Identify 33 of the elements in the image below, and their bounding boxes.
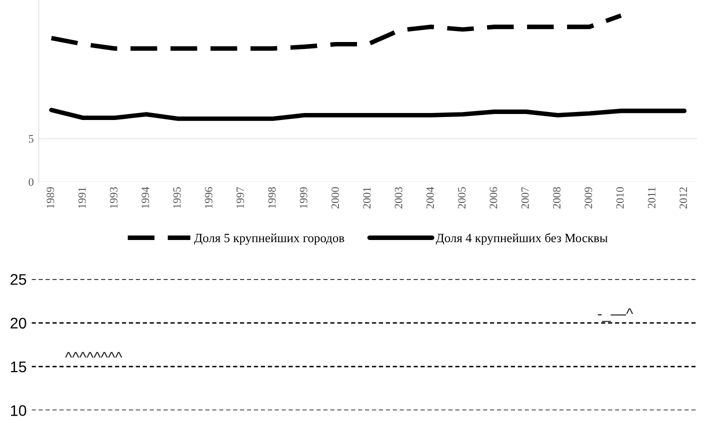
x-tick-label: 2011 xyxy=(648,187,656,208)
x-tick-label: 1998 xyxy=(268,187,276,208)
x-tick-label: 1991 xyxy=(78,187,86,208)
annotation: -_—^ xyxy=(598,308,634,322)
x-tick-label: 2001 xyxy=(363,187,371,208)
x-tick-label: 2010 xyxy=(616,187,624,208)
y-tick-label: 5 xyxy=(28,135,34,143)
x-tick-label: 1994 xyxy=(142,186,150,208)
x-tick-label: 2003 xyxy=(394,187,402,208)
x-tick-label: 1993 xyxy=(110,187,118,208)
y-tick-label: 0 xyxy=(28,178,34,186)
x-tick-label: 2007 xyxy=(521,187,529,208)
x-tick-label: 2004 xyxy=(426,186,434,208)
legend-label: Доля 5 крупнейших городов xyxy=(194,234,344,245)
x-tick-label: 1996 xyxy=(204,187,212,208)
x-tick-label: 2008 xyxy=(553,187,560,208)
legend-label: Доля 4 крупнейших без Москвы xyxy=(436,233,608,245)
line-series xyxy=(49,108,687,121)
x-tick-label: 2000 xyxy=(331,187,339,208)
x-tick-label: 2006 xyxy=(490,187,498,208)
annotation: ^^^^^^^^ xyxy=(65,352,122,358)
line-series xyxy=(49,13,624,51)
y-tick-label: 20 xyxy=(10,318,26,329)
x-tick-label: 2005 xyxy=(458,187,466,208)
y-tick-label: 25 xyxy=(10,274,26,285)
x-tick-label: 1999 xyxy=(300,187,308,208)
y-tick-label: 15 xyxy=(10,362,26,372)
x-tick-label: 1989 xyxy=(46,187,54,208)
x-tick-label: 2012 xyxy=(680,187,688,208)
x-tick-label: 1997 xyxy=(236,187,244,208)
y-tick-label: 10 xyxy=(10,405,26,416)
x-tick-label: 2009 xyxy=(584,187,592,208)
x-tick-label: 1995 xyxy=(173,187,181,208)
